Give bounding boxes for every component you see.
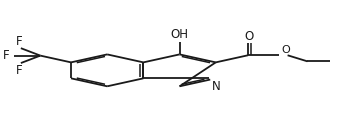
Text: O: O [244,30,253,43]
Text: F: F [3,49,10,62]
Text: F: F [16,35,23,48]
Text: N: N [212,80,221,93]
Text: O: O [281,45,290,55]
Text: OH: OH [170,28,189,41]
Text: F: F [16,64,23,77]
